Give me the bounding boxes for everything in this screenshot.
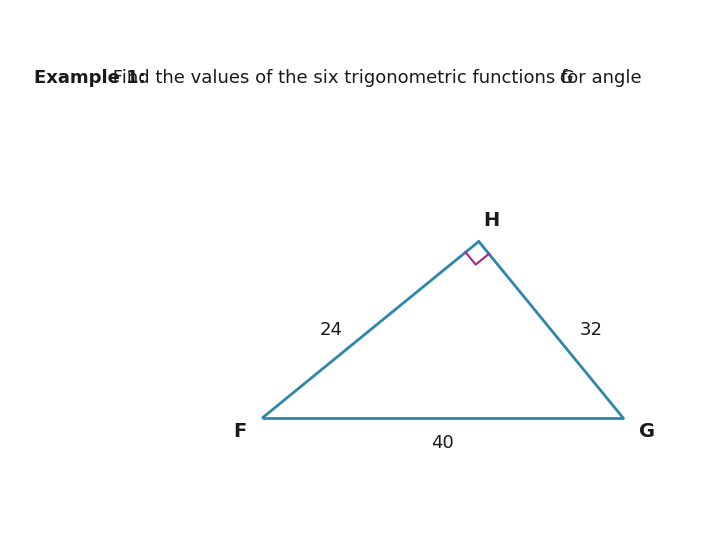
- Text: G: G: [639, 422, 654, 441]
- Text: Find the values of the six trigonometric functions for angle: Find the values of the six trigonometric…: [107, 69, 647, 87]
- Text: G: G: [559, 69, 572, 87]
- Text: H: H: [483, 211, 500, 230]
- Text: 24: 24: [319, 321, 342, 339]
- Text: .: .: [566, 69, 572, 87]
- Text: Example 1:: Example 1:: [34, 69, 145, 87]
- Text: 32: 32: [580, 321, 603, 339]
- Text: F: F: [234, 422, 247, 441]
- Text: 40: 40: [431, 434, 454, 453]
